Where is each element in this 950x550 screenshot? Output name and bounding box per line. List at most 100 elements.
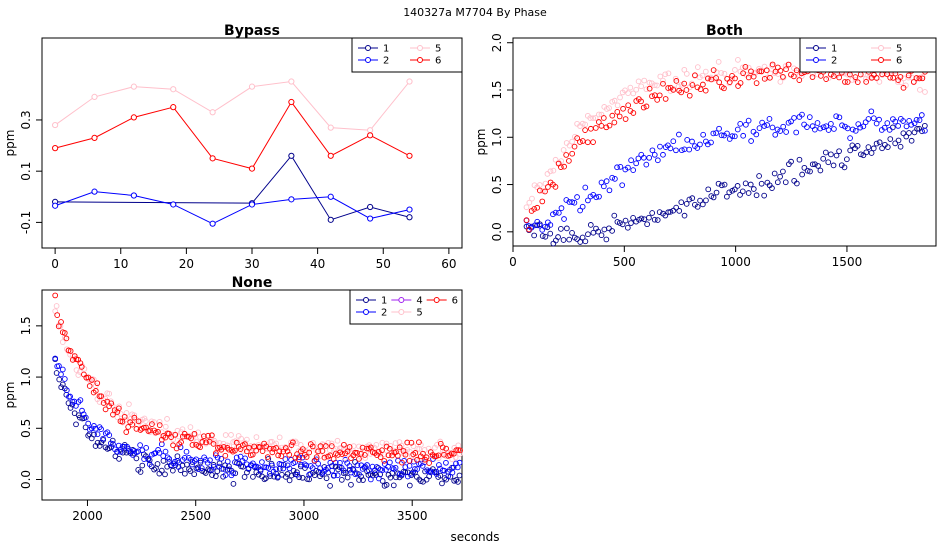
data-point — [176, 441, 183, 447]
data-point — [321, 454, 328, 461]
y-tick-label: 0.0 — [19, 470, 33, 489]
data-point — [536, 182, 543, 188]
data-point — [662, 212, 669, 219]
data-point — [534, 222, 541, 229]
data-point — [799, 111, 805, 118]
data-point — [571, 143, 578, 150]
data-point — [135, 418, 142, 425]
legend-entry-label: 5 — [896, 44, 902, 55]
data-point — [561, 216, 567, 222]
data-point — [193, 438, 200, 445]
data-point — [92, 388, 99, 394]
data-point — [624, 224, 631, 231]
data-point — [702, 87, 709, 94]
data-point — [593, 194, 600, 201]
data-point — [423, 454, 430, 461]
data-point — [437, 438, 444, 445]
data-point — [897, 74, 904, 80]
data-point — [806, 114, 813, 120]
data-point — [249, 451, 256, 458]
data-point — [905, 72, 912, 79]
legend-entry-label: 1 — [831, 44, 837, 55]
data-point — [100, 400, 107, 406]
data-point — [756, 125, 763, 131]
data-point — [133, 455, 140, 462]
data-point — [697, 197, 703, 204]
data-point — [186, 466, 192, 473]
data-point — [244, 436, 250, 443]
data-point — [740, 70, 746, 77]
data-point — [884, 144, 891, 150]
data-point — [590, 139, 596, 145]
data-point — [708, 139, 714, 146]
data-point — [844, 125, 851, 132]
data-point — [116, 456, 122, 462]
data-point — [456, 459, 463, 466]
y-tick-label: 1.0 — [19, 368, 33, 387]
data-point — [569, 150, 576, 157]
data-point — [828, 151, 834, 158]
data-point — [563, 152, 570, 158]
data-point — [547, 222, 554, 228]
data-point — [892, 118, 899, 125]
data-point — [700, 131, 707, 138]
data-point — [327, 124, 334, 131]
data-point — [724, 130, 730, 137]
figure-xlabel: seconds — [450, 530, 499, 544]
data-point — [660, 77, 666, 84]
data-point — [178, 439, 184, 446]
data-point — [417, 478, 424, 484]
data-point — [628, 220, 634, 226]
data-point — [457, 447, 463, 454]
data-point — [777, 128, 784, 134]
data-point — [210, 441, 217, 447]
data-point — [641, 216, 648, 223]
data-point — [146, 461, 153, 468]
data-point — [220, 444, 227, 450]
series-line-5 — [54, 81, 410, 131]
data-point — [876, 116, 882, 123]
data-point — [174, 453, 181, 460]
data-point — [262, 475, 269, 482]
data-point — [763, 67, 770, 74]
data-point — [119, 418, 126, 425]
data-point — [376, 475, 382, 482]
data-point — [539, 226, 546, 233]
data-point — [276, 434, 283, 441]
data-point — [560, 147, 567, 153]
data-point — [61, 334, 68, 341]
data-point — [358, 462, 365, 469]
data-point — [55, 323, 62, 330]
data-point — [740, 132, 747, 139]
data-point — [897, 143, 904, 150]
data-point — [854, 79, 861, 86]
data-point — [577, 239, 584, 245]
panel-title: None — [232, 275, 273, 291]
legend-box — [349, 289, 463, 325]
data-point — [379, 447, 385, 454]
data-point — [344, 448, 351, 455]
data-point — [85, 420, 92, 427]
data-point — [344, 474, 351, 481]
data-point — [830, 162, 837, 169]
data-point — [812, 161, 818, 168]
data-point — [439, 480, 445, 487]
data-point — [334, 437, 341, 444]
data-point — [121, 443, 128, 450]
data-point — [261, 476, 268, 483]
data-point — [906, 130, 912, 136]
data-point — [660, 80, 666, 87]
data-point — [772, 131, 779, 138]
data-point — [155, 428, 161, 435]
data-point — [154, 461, 161, 467]
data-point — [339, 451, 345, 457]
data-point — [783, 129, 789, 135]
data-point — [402, 451, 409, 458]
y-tick-label: 1.0 — [490, 128, 504, 147]
data-point — [566, 236, 573, 243]
data-point — [385, 452, 392, 459]
data-point — [387, 442, 394, 449]
data-point — [434, 442, 440, 448]
data-point — [705, 186, 712, 193]
